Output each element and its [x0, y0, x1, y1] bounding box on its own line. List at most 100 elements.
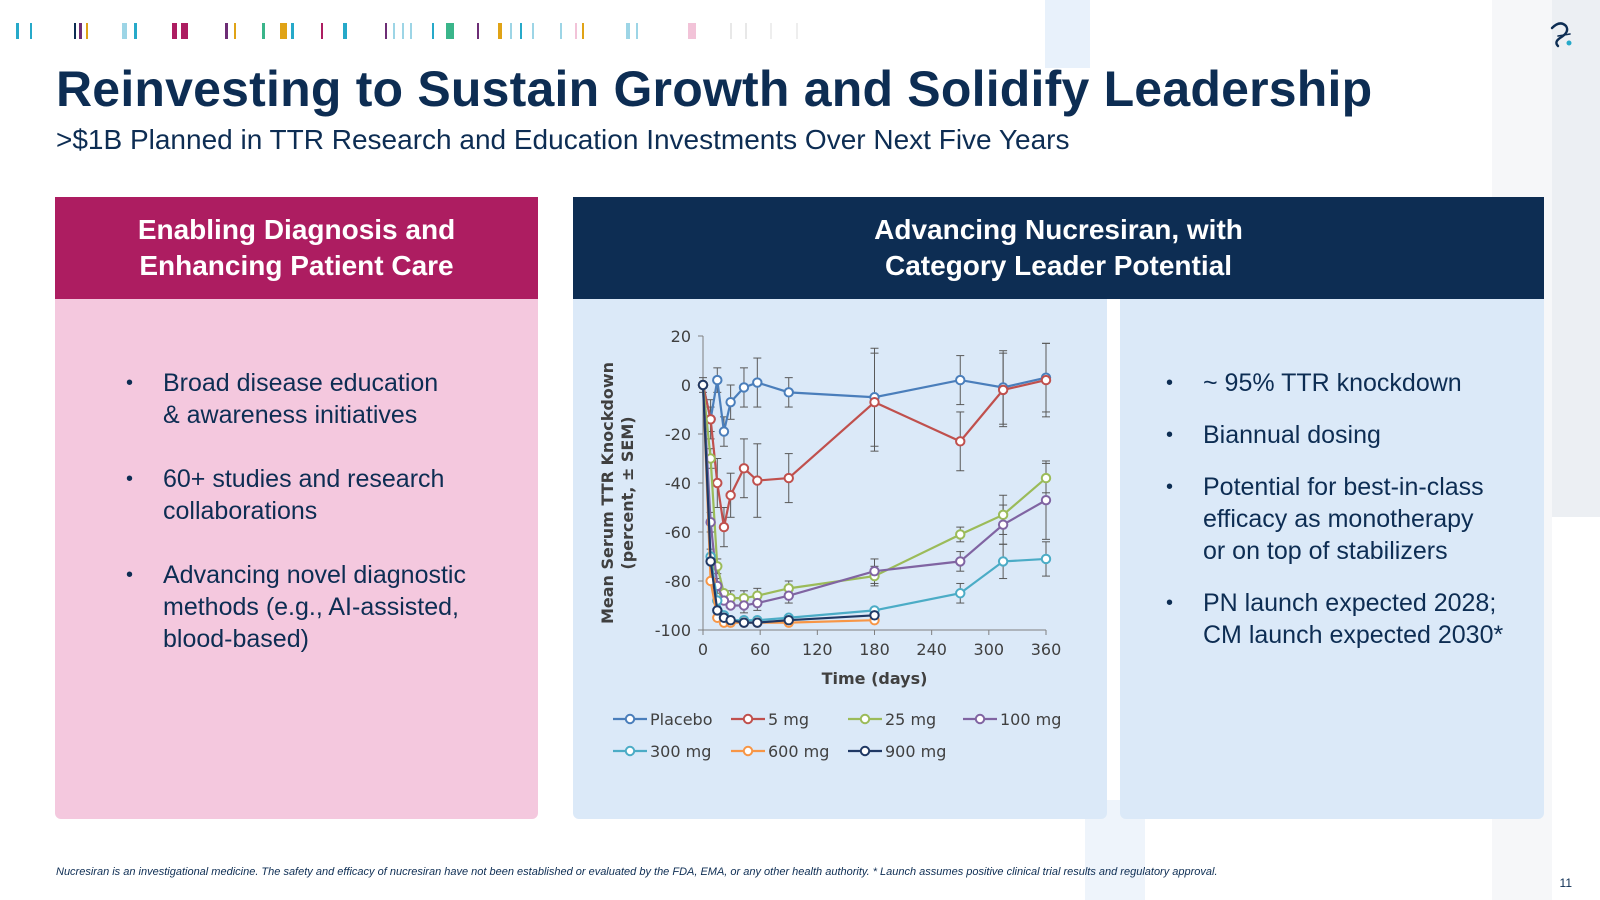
list-item-line: collaborations [163, 497, 318, 525]
right-bullet-list: ~ 95% TTR knockdown Biannual dosing Pote… [1148, 367, 1538, 671]
right-bullets-panel: ~ 95% TTR knockdown Biannual dosing Pote… [1120, 299, 1544, 819]
data-point-100-mg [997, 519, 1009, 530]
page-title: Reinvesting to Sustain Growth and Solidi… [56, 61, 1373, 117]
legend-label-900-mg: 900 mg [885, 742, 946, 761]
decorative-background-block [1552, 0, 1600, 517]
data-point-placebo [955, 374, 966, 386]
data-point-900-mg [869, 610, 880, 621]
ttr-knockdown-chart: 20 0 -20 -40 -60 -80 -100 0 60 120 180 240 300 360 Tim… [598, 327, 1061, 761]
x-tick-label: 0 [698, 640, 708, 659]
legend-marker-900-mg [859, 745, 871, 757]
data-point-900-mg [783, 615, 794, 626]
data-point-100-mg [752, 597, 763, 609]
data-point-900-mg [738, 617, 750, 628]
data-point-5-mg [712, 477, 723, 489]
list-item-line: methods (e.g., AI-assisted, [163, 593, 459, 621]
data-point-5-mg [1040, 374, 1052, 386]
data-point-100-mg [869, 566, 880, 577]
list-item-line: Potential for best-in-class [1203, 473, 1484, 501]
series-line-25-mg [701, 384, 1047, 600]
legend-label-100-mg: 100 mg [1000, 710, 1061, 729]
list-item: Advancing novel diagnostic methods (e.g.… [108, 559, 528, 655]
legend-marker-600-mg [742, 745, 754, 757]
x-tick-label: 60 [750, 640, 770, 659]
data-point-placebo [752, 377, 763, 388]
chart-panel: 20 0 -20 -40 -60 -80 -100 0 60 120 180 240 300 360 Tim… [573, 299, 1107, 819]
list-item: 60+ studies and research collaborations [108, 463, 528, 527]
list-item-line: efficacy as monotherapy [1203, 505, 1474, 533]
data-point-300-mg [1040, 553, 1052, 565]
right-panel-heading-line: Category Leader Potential [885, 250, 1232, 281]
series-line-100-mg [701, 384, 1047, 607]
list-item: Broad disease education & awareness init… [108, 367, 528, 431]
data-point-5-mg [869, 396, 880, 408]
list-item-line: or on top of stabilizers [1203, 537, 1448, 565]
left-panel-heading-line: Enabling Diagnosis and [137, 214, 456, 245]
left-bullet-list: Broad disease education & awareness init… [108, 367, 528, 687]
list-item-line: & awareness initiatives [163, 401, 418, 429]
list-item-line: 60+ studies and research [163, 465, 445, 493]
data-point-100-mg [725, 600, 736, 611]
series-line-5-mg [701, 379, 1047, 528]
data-point-100-mg [783, 590, 794, 601]
legend-label-25-mg: 25 mg [885, 710, 936, 729]
right-panel-heading-line: Advancing Nucresiran, with [874, 214, 1243, 245]
legend-label-placebo: Placebo [650, 710, 712, 729]
list-item: ~ 95% TTR knockdown [1148, 367, 1538, 399]
series-line-placebo [701, 376, 1047, 432]
decorative-background-block [1045, 0, 1090, 68]
list-item-line: CM launch expected 2030* [1203, 621, 1504, 649]
x-tick-label: 300 [974, 640, 1005, 659]
data-point-100-mg [738, 600, 750, 611]
data-point-placebo [738, 382, 750, 393]
data-point-5-mg [718, 521, 730, 533]
legend-label-600-mg: 600 mg [768, 742, 829, 761]
x-tick-label: 180 [859, 640, 890, 659]
y-tick-label: -20 [665, 425, 691, 444]
data-point-100-mg [1040, 494, 1052, 506]
series-line-300-mg [701, 384, 1047, 622]
list-item-line: Biannual dosing [1203, 421, 1381, 449]
list-item-line: Broad disease education [163, 369, 439, 397]
data-point-100-mg [955, 556, 966, 567]
data-point-25-mg [997, 509, 1009, 521]
data-point-300-mg [955, 588, 966, 599]
legend-marker-placebo [624, 713, 636, 725]
x-tick-label: 240 [916, 640, 947, 659]
data-point-900-mg [725, 615, 736, 626]
list-item-line: blood-based) [163, 625, 309, 653]
data-point-placebo [718, 426, 730, 437]
y-tick-label: -100 [655, 621, 691, 640]
y-tick-label: -80 [665, 572, 691, 591]
alnylam-logo-icon [1550, 22, 1572, 48]
data-point-900-mg [705, 556, 716, 567]
data-point-5-mg [997, 384, 1009, 396]
left-panel-heading: Enabling Diagnosis and Enhancing Patient… [55, 197, 538, 299]
left-panel-body: Broad disease education & awareness init… [55, 299, 538, 819]
data-point-5-mg [725, 490, 736, 501]
legend-marker-300-mg [624, 745, 636, 757]
list-item-line: Advancing novel diagnostic [163, 561, 466, 589]
x-axis-label: Time (days) [822, 669, 928, 688]
data-point-900-mg [697, 379, 709, 391]
page-subtitle: >$1B Planned in TTR Research and Educati… [56, 124, 1070, 155]
data-point-25-mg [1040, 472, 1052, 484]
data-point-300-mg [997, 556, 1009, 567]
right-panel-heading: Advancing Nucresiran, with Category Lead… [573, 197, 1544, 299]
decorative-color-bars [16, 23, 798, 39]
y-tick-label: -60 [665, 523, 691, 542]
y-tick-label: 20 [671, 327, 691, 346]
data-point-5-mg [738, 463, 750, 474]
x-tick-label: 120 [802, 640, 833, 659]
y-axis-label: Mean Serum TTR Knockdown [598, 362, 617, 624]
footnote: Nucresiran is an investigational medicin… [56, 866, 1218, 878]
data-point-900-mg [712, 605, 723, 616]
page-number: 11 [1559, 876, 1572, 890]
legend-marker-100-mg [974, 713, 986, 725]
y-axis-label: (percent, ± SEM) [618, 416, 637, 569]
y-tick-label: 0 [681, 376, 691, 395]
legend-label-300-mg: 300 mg [650, 742, 711, 761]
y-tick-label: -40 [665, 474, 691, 493]
data-point-5-mg [752, 475, 763, 486]
data-point-placebo [725, 396, 736, 408]
